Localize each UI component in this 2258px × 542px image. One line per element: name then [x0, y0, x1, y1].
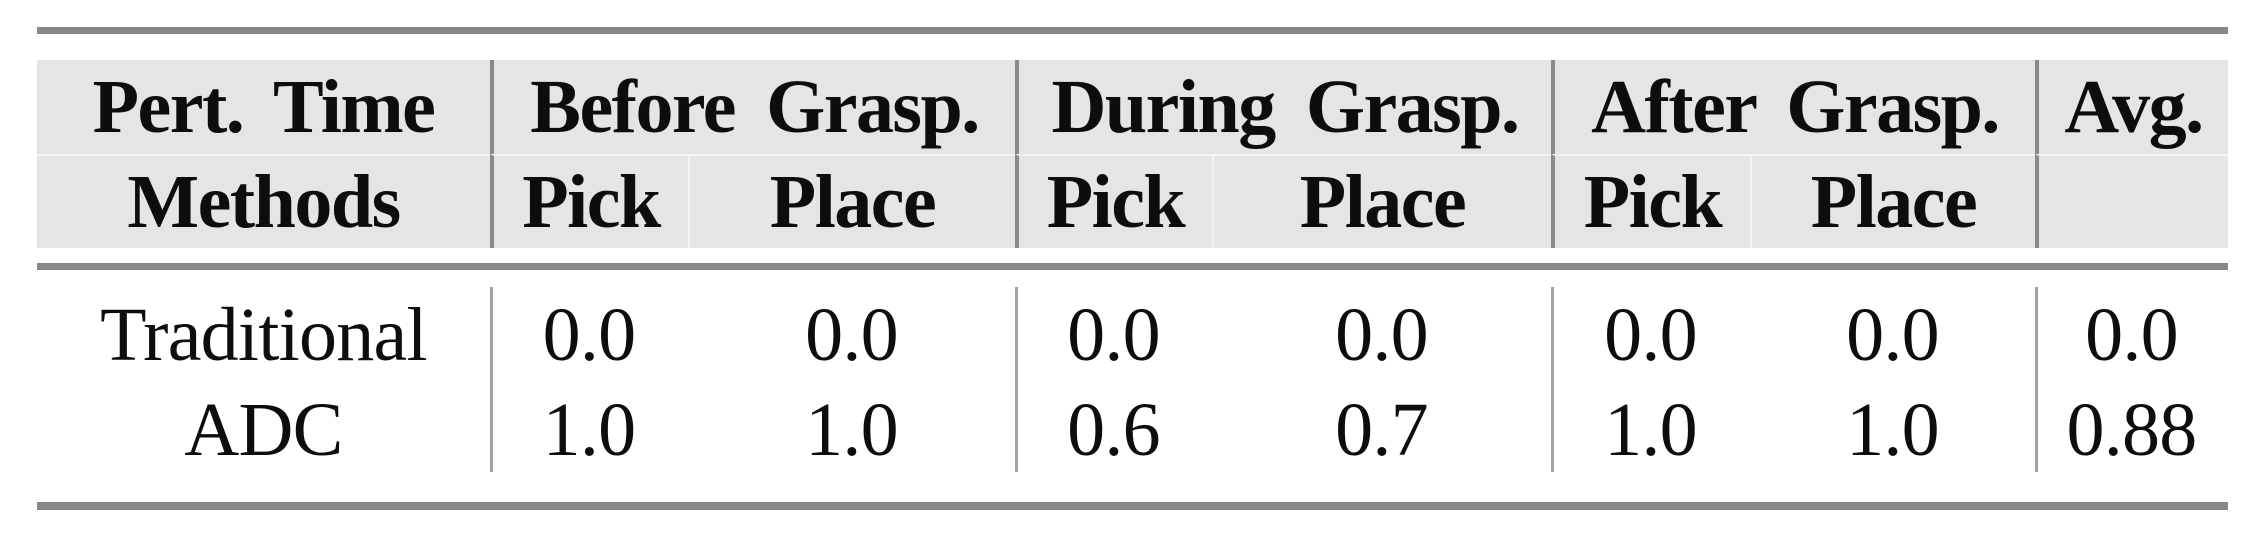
- body-column-separator: [2035, 287, 2038, 472]
- body-column-separator: [1551, 287, 1554, 472]
- header-group-during-grasp: During Grasp.: [1015, 60, 1551, 154]
- table-bottom-rule: [37, 502, 2228, 510]
- results-table: Pert. Time Before Grasp. During Grasp. A…: [37, 0, 2228, 542]
- value-adc-during-place: 0.7: [1335, 388, 1428, 472]
- header-after-pick: Pick: [1551, 154, 1750, 248]
- value-traditional-before-pick: 0.0: [542, 293, 636, 377]
- value-adc-before-pick: 1.0: [542, 388, 636, 472]
- header-before-pick: Pick: [490, 154, 688, 248]
- value-traditional-before-place: 0.0: [805, 293, 898, 377]
- header-before-place: Place: [688, 154, 1015, 248]
- table-body: Traditional 0.0 0.0 0.0 0.0 0.0 0.0 0.0 …: [37, 270, 2228, 502]
- value-adc-after-pick: 1.0: [1604, 388, 1697, 472]
- value-adc-after-place: 1.0: [1846, 388, 1939, 472]
- value-traditional-avg: 0.0: [2085, 293, 2178, 377]
- table-top-rule: [37, 27, 2228, 34]
- header-group-after-grasp: After Grasp.: [1551, 60, 2035, 154]
- value-traditional-after-place: 0.0: [1846, 293, 1939, 377]
- method-label: ADC: [184, 388, 343, 472]
- method-label: Traditional: [100, 293, 427, 377]
- header-group-before-grasp: Before Grasp.: [490, 60, 1015, 154]
- header-avg: Avg.: [2035, 60, 2228, 154]
- header-body-rule: [37, 263, 2228, 270]
- header-avg-empty-cell: [2035, 154, 2228, 248]
- value-adc-during-pick: 0.6: [1067, 388, 1160, 472]
- header-during-place: Place: [1212, 154, 1551, 248]
- body-column-separator: [1015, 287, 1018, 472]
- table-header: Pert. Time Before Grasp. During Grasp. A…: [37, 60, 2228, 248]
- header-during-pick: Pick: [1015, 154, 1212, 248]
- value-traditional-during-place: 0.0: [1335, 293, 1428, 377]
- value-traditional-during-pick: 0.0: [1067, 293, 1160, 377]
- value-traditional-after-pick: 0.0: [1604, 293, 1697, 377]
- header-after-place: Place: [1750, 154, 2035, 248]
- body-column-separator: [490, 287, 493, 472]
- header-methods: Methods: [37, 154, 490, 248]
- header-pert-time: Pert. Time: [92, 64, 436, 149]
- value-adc-before-place: 1.0: [805, 388, 898, 472]
- value-adc-avg: 0.88: [2066, 388, 2198, 472]
